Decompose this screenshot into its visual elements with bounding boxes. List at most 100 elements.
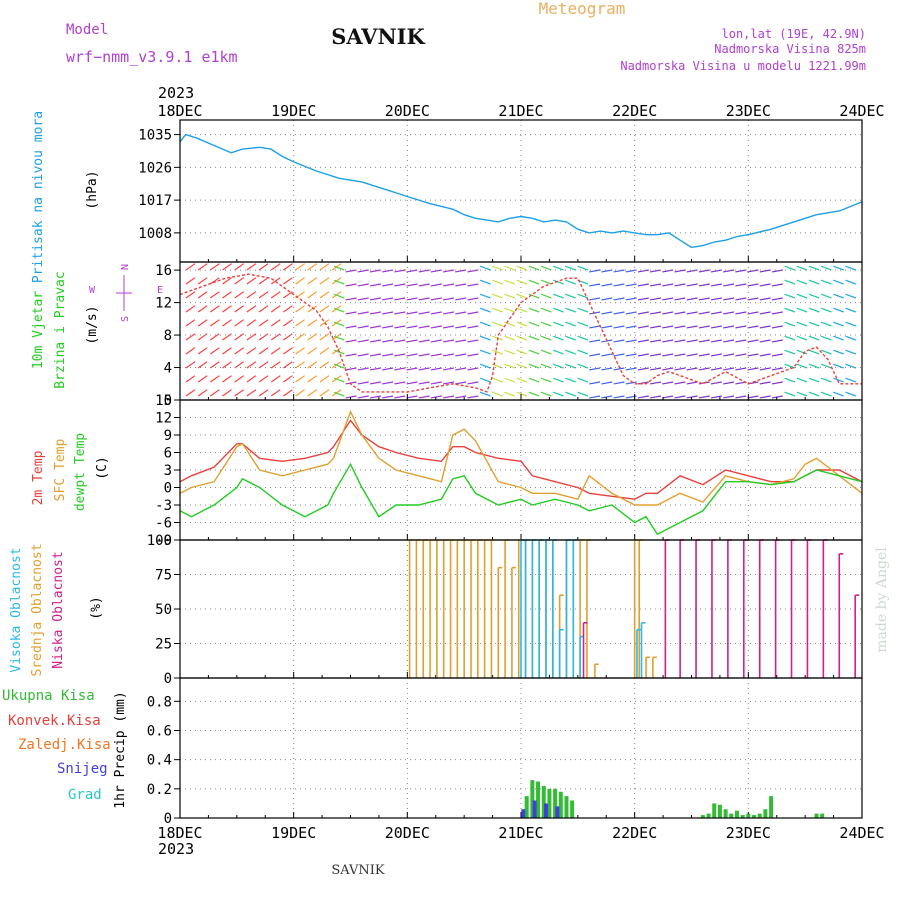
wind-barb [283,375,293,383]
wind-barb [467,297,479,301]
wind-barb [674,353,686,357]
wind-barb [833,349,844,355]
y-tick-label: 12 [155,296,172,312]
wind-barb [246,319,257,327]
wind-barb [295,347,305,355]
wind-barb [796,279,808,285]
wind-barb [418,339,430,343]
wind-barb [674,297,686,301]
wind-barb [394,311,406,315]
wind-barb [613,269,625,273]
wind-barb [540,363,552,369]
wind-barb [845,307,857,313]
wind-barb [185,277,196,285]
wind-barb [455,283,467,287]
wind-barb [333,265,345,271]
wind-barb [504,335,516,341]
wind-barb [796,265,808,271]
wind-barb [210,375,220,383]
precip-bar [532,800,537,818]
wind-barb [771,353,783,357]
wind-barb [723,381,735,385]
wind-barb [210,361,220,369]
wind-barb [442,269,455,273]
wind-barb [442,339,455,343]
wind-barb [442,283,455,287]
wind-barb [504,377,516,383]
wind-barb [710,325,722,329]
wind-barb [528,377,540,383]
series-line [179,133,863,249]
wind-barb [784,391,796,397]
wind-barb [637,367,649,371]
y-tick-label: 1035 [138,128,172,144]
wind-barb [430,381,442,385]
wind-barb [406,353,418,357]
precip-bar [558,791,563,818]
wind-barb [686,367,698,371]
wind-barb [735,311,747,315]
wind-barb [430,297,442,301]
x-tick-label-top: 20DEC [385,102,430,120]
wind-barb [295,375,305,383]
wind-barb [808,265,820,271]
y-tick-label: -9 [155,533,172,549]
wind-barb [686,395,698,399]
wind-barb [589,339,601,343]
precip-bar [524,796,529,818]
wind-barb [565,321,576,327]
wind-barb [357,353,369,357]
wind-ylabel-1: 10m Vjetar [31,291,46,369]
wind-barb [295,389,305,397]
wind-barb [577,293,589,299]
wind-barb [833,321,844,327]
wind-barb [307,389,318,397]
wind-barb [540,335,552,341]
wind-barb [345,353,357,357]
wind-barb [565,265,576,271]
wind-barb [197,291,208,299]
wind-barb [747,311,759,315]
wind-barb [710,353,722,357]
wind-barb [771,367,783,371]
wind-barb [418,353,430,357]
wind-barb [686,339,698,343]
wind-barb [662,269,674,273]
wind-barb [771,325,783,329]
wind-barb [345,325,357,329]
wind-barb [492,321,503,327]
wind-barb [601,395,613,399]
wind-barb [307,319,318,327]
wind-barb [369,297,381,301]
wind-barb [601,311,613,315]
wind-barb [845,363,857,369]
wind-barb [345,381,357,385]
wind-barb [650,353,662,357]
wind-barb [723,311,735,315]
wind-barb [710,367,722,371]
panel-pressure: 1008 1017 1026 1035 [138,119,863,263]
y-tick-label: 3 [164,463,172,479]
wind-barb [222,291,232,299]
wind-barb [516,307,528,313]
wind-barb [650,269,662,273]
wind-barb [833,265,844,271]
wind-barb [479,293,491,299]
wind-barb [418,311,430,315]
wind-barb [613,297,625,301]
wind-barb [467,381,479,385]
wind-barb [258,305,269,313]
wind-barb [601,353,613,357]
precip-legend-zaledj: Zaledj.Kisa [18,737,111,753]
y-tick-label: 0.4 [147,753,172,769]
wind-barb [258,361,269,369]
wind-barb [319,319,330,327]
wind-barb [222,263,232,271]
wind-barb [295,277,305,285]
wind-barb [430,269,442,273]
wind-barb [442,367,455,371]
wind-barb [674,395,686,399]
wind-barb [270,361,281,369]
wind-barb [710,297,722,301]
wind-barb [723,269,735,273]
